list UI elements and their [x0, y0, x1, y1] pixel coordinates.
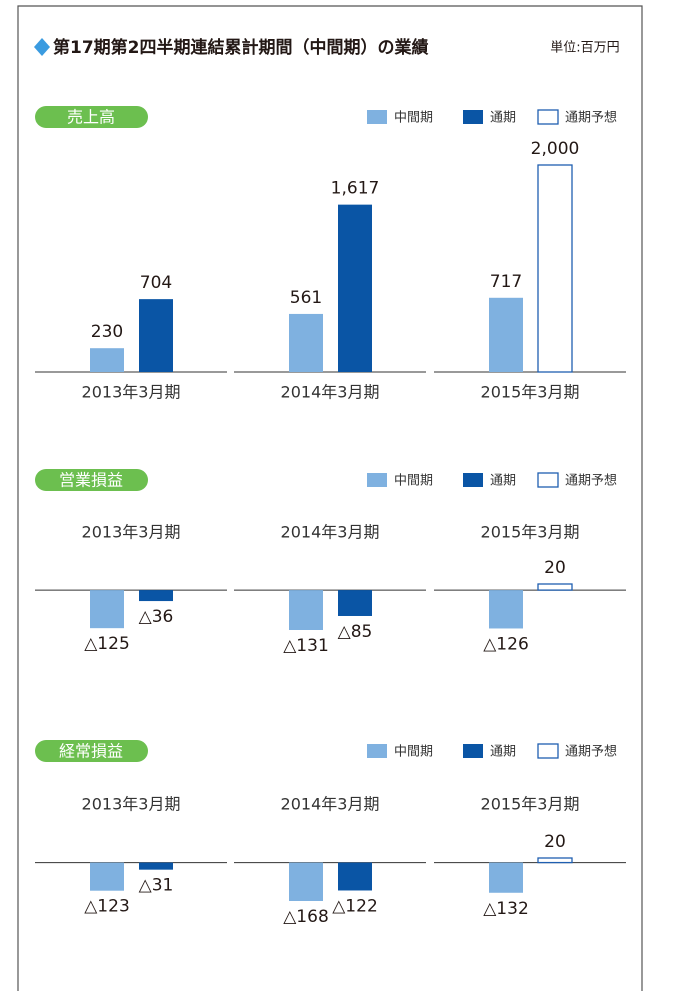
legend-label: 通期予想: [565, 744, 617, 760]
legend-swatch: [367, 473, 387, 487]
value-label: △123: [84, 897, 130, 917]
category-label: 2014年3月期: [281, 795, 380, 814]
legend-label: 中間期: [394, 745, 433, 760]
legend-swatch: [463, 110, 483, 124]
bar: [489, 862, 523, 893]
bar: [90, 590, 124, 629]
bar: [289, 862, 323, 901]
category-label: 2013年3月期: [82, 383, 181, 402]
bar: [338, 590, 372, 616]
legend-label: 通期: [490, 745, 516, 760]
legend-label: 中間期: [394, 111, 433, 126]
category-label: 2015年3月期: [481, 383, 580, 402]
section-pill: [35, 740, 148, 762]
bar: [90, 862, 124, 891]
legend-label: 中間期: [394, 474, 433, 489]
value-label: △168: [283, 907, 329, 927]
bar: [289, 313, 323, 372]
bar: [489, 590, 523, 629]
title-marker: [34, 38, 50, 56]
bar: [537, 857, 573, 864]
value-label: 2,000: [531, 139, 580, 159]
bar: [90, 348, 124, 372]
frame: [17, 5, 643, 991]
value-label: △131: [283, 636, 329, 656]
value-label: △31: [139, 876, 174, 896]
legend-swatch: [537, 472, 559, 488]
value-label: 20: [544, 558, 566, 578]
legend-swatch: [537, 109, 559, 125]
bar: [289, 590, 323, 630]
section-title: 営業損益: [59, 471, 123, 490]
value-label: △122: [332, 896, 378, 916]
bar: [139, 590, 173, 602]
category-label: 2013年3月期: [82, 795, 181, 814]
category-label: 2014年3月期: [281, 383, 380, 402]
category-label: 2014年3月期: [281, 523, 380, 542]
category-label: 2015年3月期: [481, 795, 580, 814]
bar: [537, 164, 573, 373]
legend-swatch: [463, 744, 483, 758]
legend-swatch: [537, 743, 559, 759]
page-title: 第17期第2四半期連結累計期間（中間期）の業績: [53, 37, 429, 58]
value-label: △36: [139, 607, 174, 627]
value-label: 704: [140, 273, 172, 293]
legend-swatch: [367, 744, 387, 758]
value-label: △132: [483, 899, 529, 919]
legend-label: 通期予想: [565, 473, 617, 489]
legend-label: 通期予想: [565, 110, 617, 126]
section-title: 経常損益: [59, 742, 123, 761]
value-label: 561: [290, 288, 322, 308]
legend-label: 通期: [490, 111, 516, 126]
value-label: 230: [91, 322, 123, 342]
bar: [537, 583, 573, 591]
legend-swatch: [463, 473, 483, 487]
value-label: 717: [490, 272, 522, 292]
bar: [338, 862, 372, 891]
section-pill: [35, 106, 148, 128]
bar: [139, 862, 173, 870]
section-title: 売上高: [67, 108, 115, 127]
bar: [139, 299, 173, 372]
bar: [338, 204, 372, 372]
legend-label: 通期: [490, 474, 516, 489]
category-label: 2013年3月期: [82, 523, 181, 542]
value-label: 20: [544, 832, 566, 852]
category-label: 2015年3月期: [481, 523, 580, 542]
unit-label: 単位:百万円: [550, 40, 619, 56]
value-label: 1,617: [331, 179, 380, 199]
legend-swatch: [367, 110, 387, 124]
value-label: △126: [483, 634, 529, 654]
section-pill: [35, 469, 148, 491]
value-label: △125: [84, 634, 130, 654]
value-label: △85: [338, 622, 373, 642]
bar: [489, 297, 523, 372]
